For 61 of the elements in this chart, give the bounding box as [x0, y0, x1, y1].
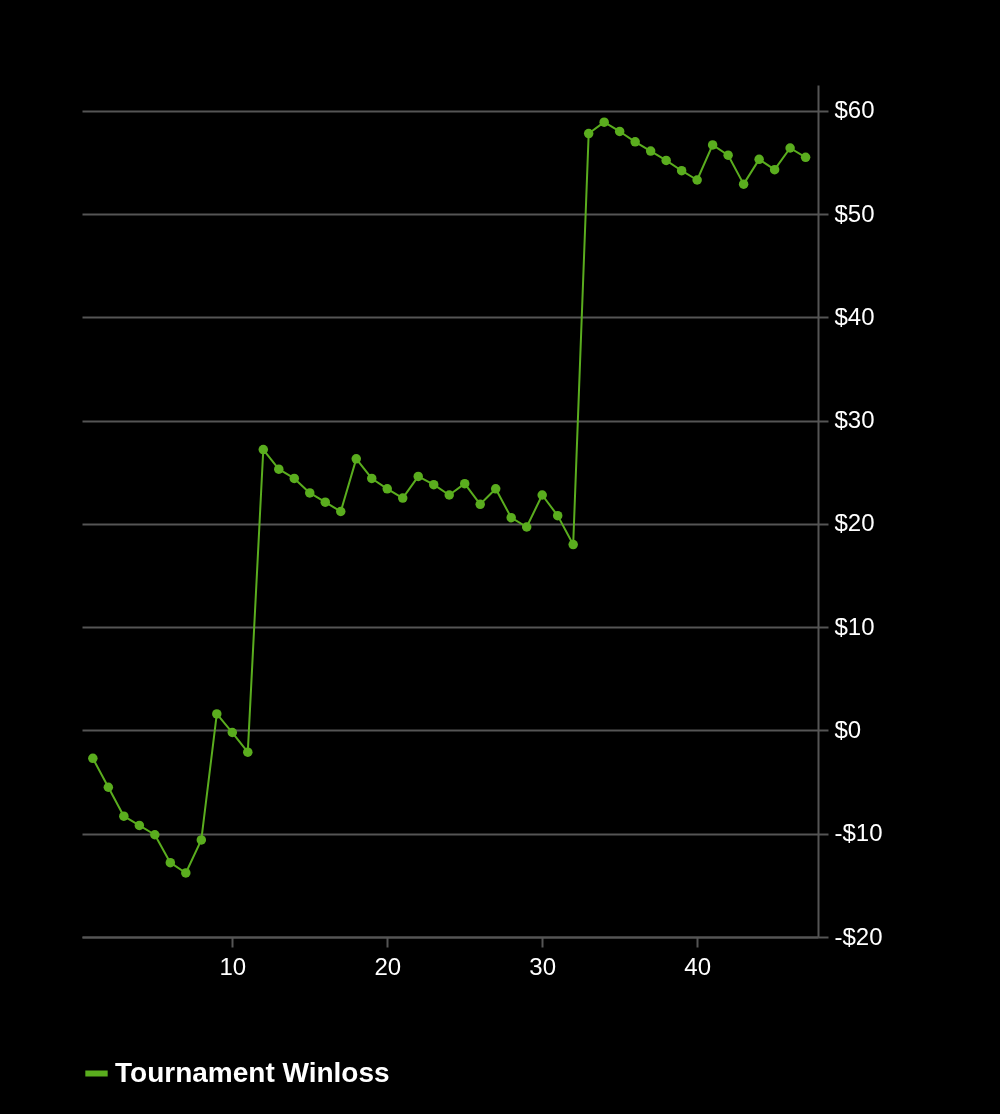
point	[754, 154, 764, 165]
point	[274, 464, 284, 474]
point	[336, 506, 346, 517]
point	[398, 493, 408, 503]
legend-label: Tournament Winloss	[115, 1056, 390, 1088]
point	[150, 830, 160, 840]
point	[645, 146, 656, 156]
point	[537, 490, 547, 500]
x-tick-label: 10	[219, 952, 247, 980]
point	[428, 479, 439, 490]
point	[769, 164, 780, 175]
point	[475, 499, 485, 510]
point	[413, 471, 423, 482]
point	[134, 820, 145, 831]
y-tick-label: -$10	[834, 819, 883, 847]
point	[196, 835, 207, 845]
point	[119, 811, 129, 821]
point	[165, 857, 176, 868]
point	[181, 868, 191, 878]
point	[289, 473, 300, 484]
y-tick-label: $30	[834, 406, 875, 434]
point	[382, 484, 392, 494]
x-tick-label: 40	[684, 952, 711, 980]
point	[692, 175, 702, 185]
point	[583, 128, 594, 139]
point	[506, 512, 516, 523]
point	[630, 137, 640, 147]
y-tick-label: -$20	[834, 922, 883, 950]
x-tick-label: 30	[529, 952, 557, 980]
point	[800, 152, 811, 163]
point	[103, 782, 114, 792]
point	[723, 150, 733, 160]
point	[707, 140, 718, 150]
point	[367, 473, 377, 484]
point	[88, 753, 98, 764]
point	[258, 444, 269, 455]
x-tick-label: 20	[374, 952, 402, 980]
point	[305, 488, 315, 498]
y-tick-label: $10	[834, 612, 875, 640]
y-tick-label: $0	[834, 715, 862, 743]
point	[521, 522, 532, 532]
point	[212, 709, 222, 719]
point	[552, 510, 563, 521]
point	[738, 179, 749, 189]
y-tick-label: $60	[834, 96, 875, 124]
y-tick-label: $50	[834, 199, 875, 227]
point	[444, 490, 454, 500]
point	[351, 454, 361, 464]
point	[490, 484, 501, 494]
point	[599, 117, 609, 127]
point	[676, 165, 687, 176]
point	[459, 478, 470, 489]
y-tick-label: $20	[834, 509, 875, 537]
point	[785, 143, 795, 153]
point	[614, 126, 625, 137]
point	[661, 155, 671, 166]
point	[227, 727, 238, 738]
point	[320, 497, 331, 507]
y-tick-label: $40	[834, 302, 875, 330]
point	[243, 747, 253, 757]
point	[568, 539, 578, 550]
